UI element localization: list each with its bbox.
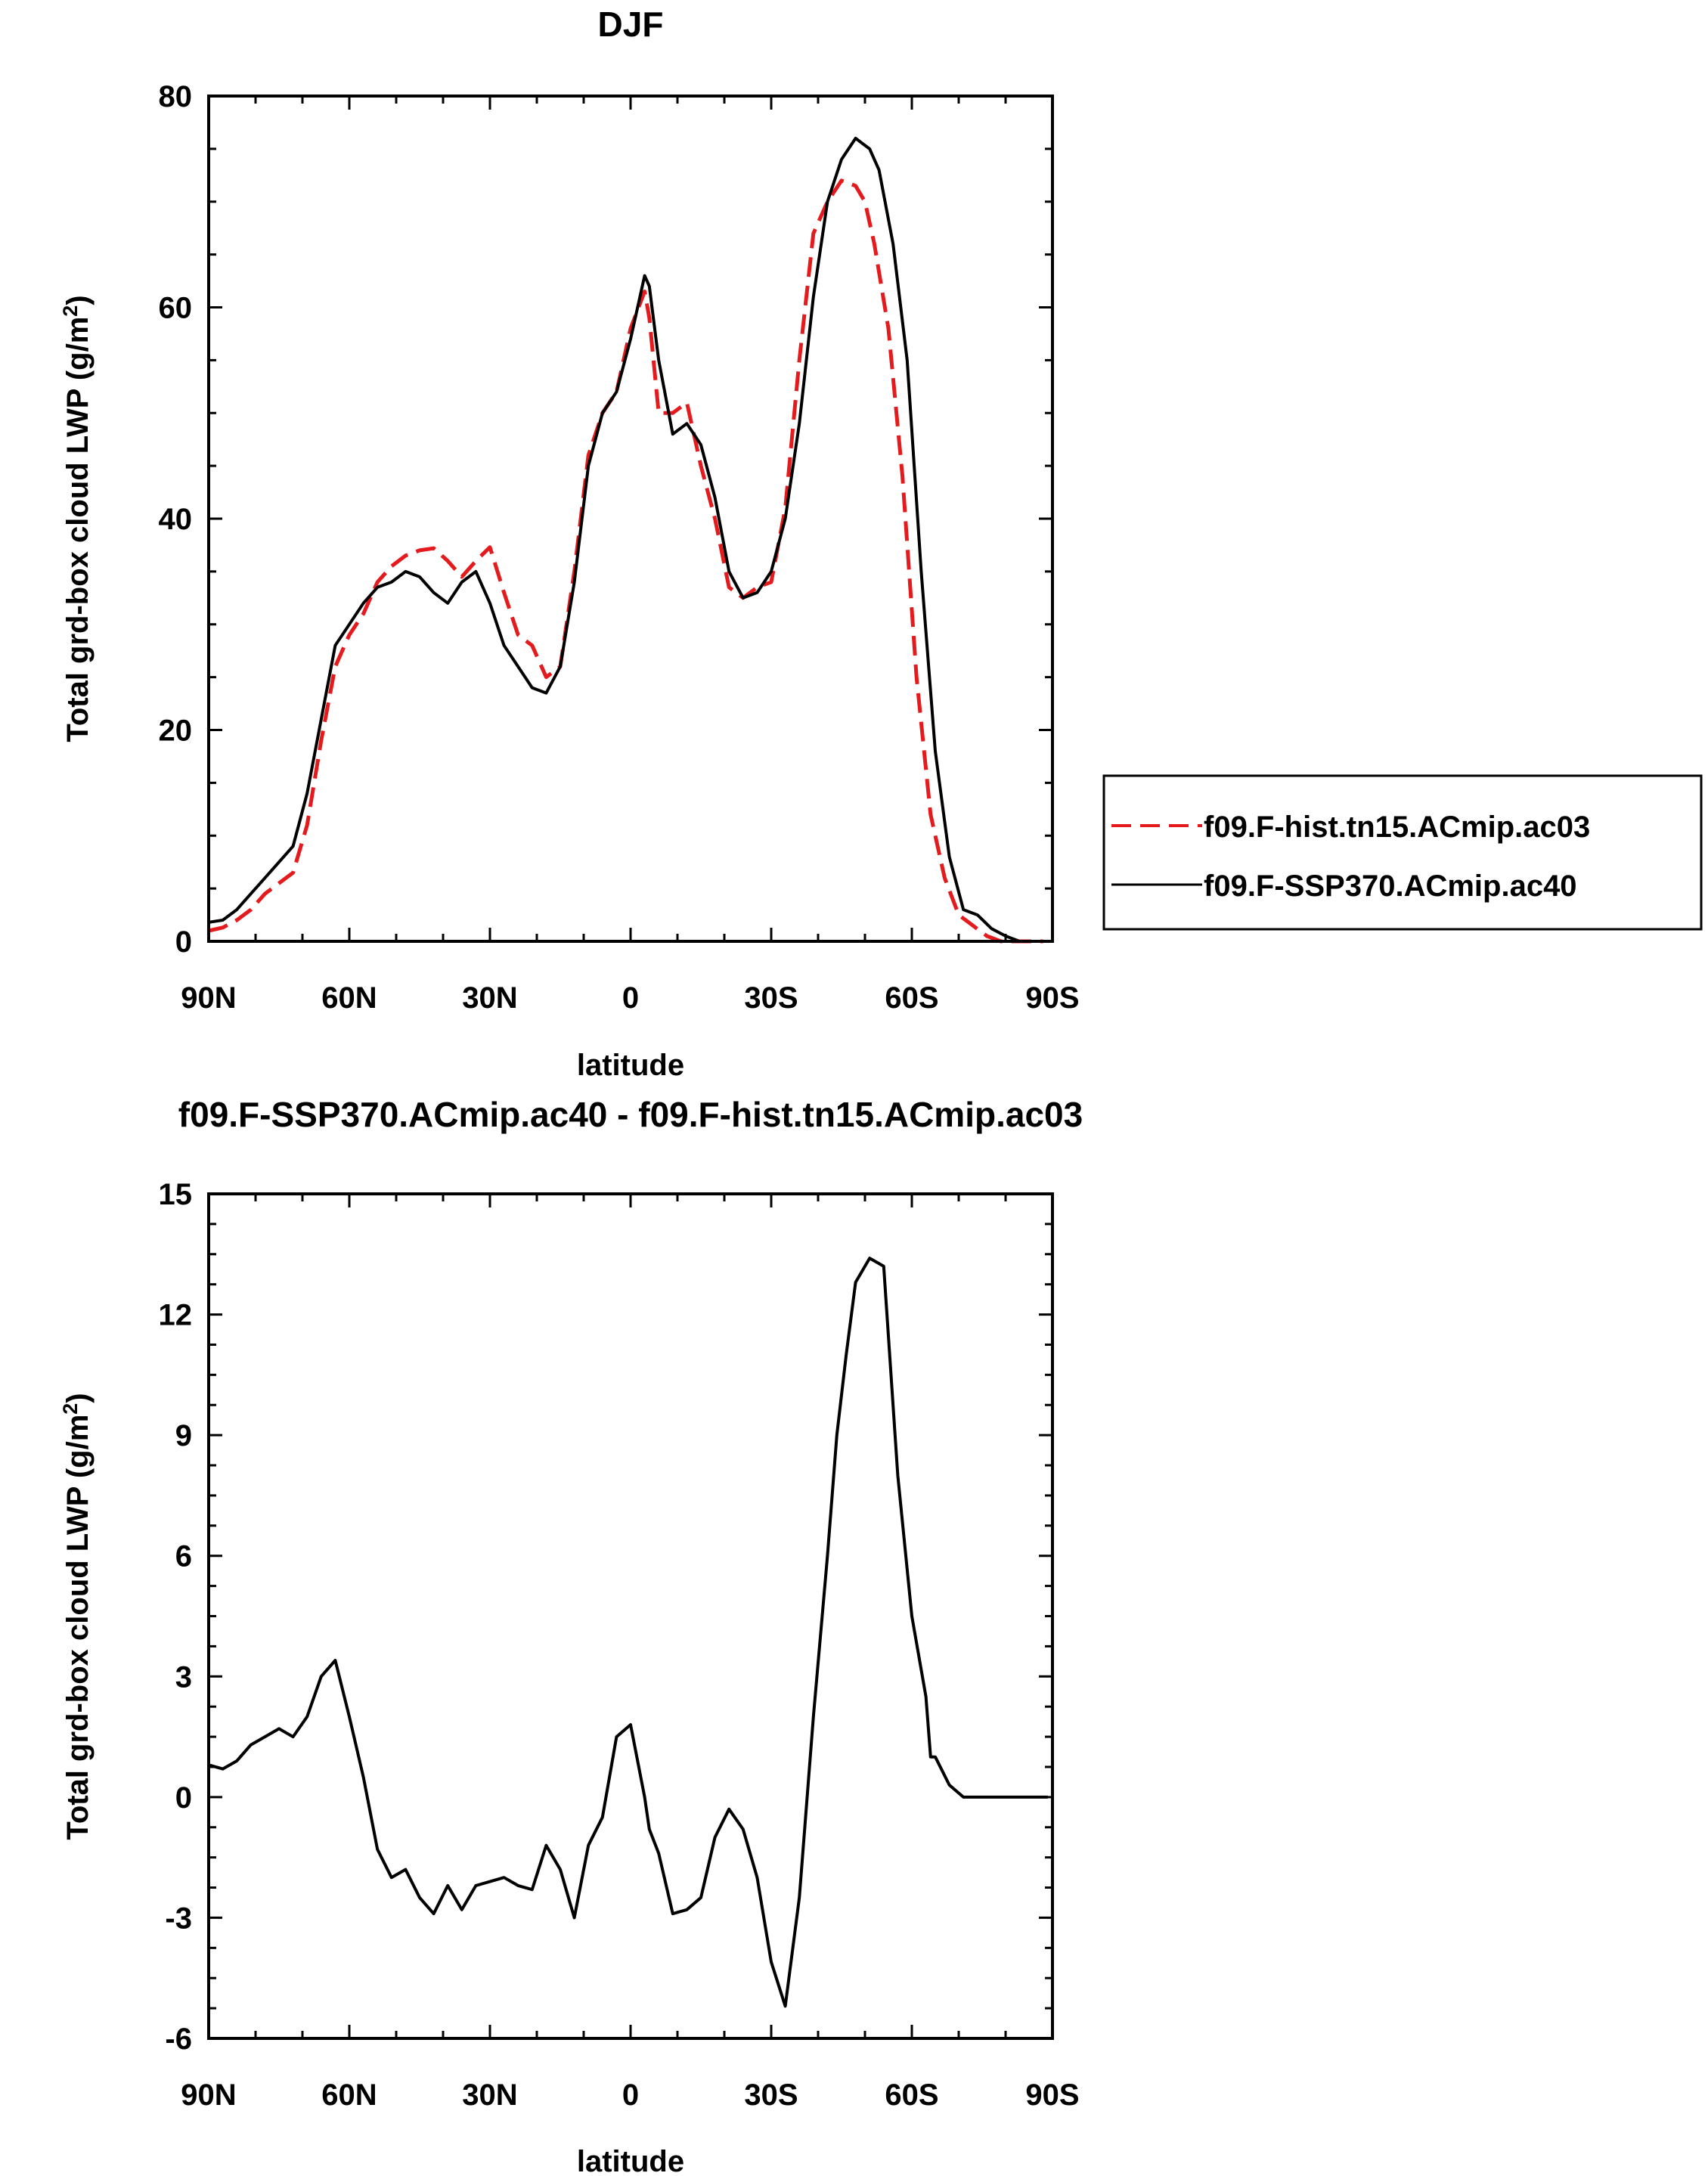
top-chart: DJF 90N 60N 30N 0 30S 60S 90S 0 20 40 60 80 latitud… [59,5,1080,1082]
top-series-line-1 [208,136,1048,943]
x-tick-label: 90N [181,2078,236,2112]
x-tick-label: 0 [622,981,639,1015]
y-tick-label: 60 [159,292,193,325]
legend-label-hist: f09.F-hist.tn15.ACmip.ac03 [1204,811,1590,844]
x-tick-label: 30N [462,2078,517,2112]
x-tick-label: 60N [321,2078,377,2112]
bottom-chart: f09.F-SSP370.ACmip.ac40 - f09.F-hist.tn1… [59,1095,1083,2176]
y-tick-label: 6 [175,1540,192,1573]
legend-label-ssp370: f09.F-SSP370.ACmip.ac40 [1204,869,1577,903]
top-chart-xlabel: latitude [577,1049,684,1082]
x-tick-label: 60S [885,981,938,1015]
top-chart-ylabel-close: ) [61,295,95,305]
y-tick-label: -6 [165,2023,192,2056]
x-tick-label: 90S [1025,2078,1079,2112]
bottom-chart-ylabel-close: ) [61,1393,95,1403]
y-tick-label: 9 [175,1419,192,1452]
bottom-chart-frame [207,1192,1054,2040]
bottom-chart-title: f09.F-SSP370.ACmip.ac40 - f09.F-hist.tn1… [178,1095,1083,1134]
y-tick-label: 40 [159,503,193,536]
x-tick-label: 30S [744,981,798,1015]
x-tick-label: 90N [181,981,236,1015]
y-tick-label: 15 [159,1178,193,1211]
x-tick-label: 30S [744,2078,798,2112]
x-tick-label: 60N [321,981,377,1015]
y-tick-label: 0 [175,1781,192,1815]
y-tick-label: 80 [159,80,193,113]
bottom-chart-ticks: 90N 60N 30N 0 30S 60S 90S -6 -3 0 3 6 9 12 15 [159,1178,1080,2112]
y-tick-label: 20 [159,714,193,748]
x-tick-label: 0 [622,2078,639,2112]
x-tick-label: 60S [885,2078,938,2112]
bottom-chart-ylabel: Total grd-box cloud LWP (g/m2) [59,1393,95,1840]
y-tick-label: 12 [159,1299,193,1332]
top-chart-ylabel: Total grd-box cloud LWP (g/m2) [59,295,95,742]
top-series-line-0 [208,178,1043,944]
top-chart-series [208,136,1048,944]
top-chart-frame [207,95,1054,943]
x-tick-label: 90S [1025,981,1079,1015]
bottom-chart-xlabel: latitude [577,2145,684,2176]
top-chart-ticks: 90N 60N 30N 0 30S 60S 90S 0 20 40 60 80 [159,80,1080,1015]
y-tick-label: 3 [175,1660,192,1694]
top-chart-title: DJF [598,5,664,44]
bottom-chart-ylabel-main: Total grd-box cloud LWP (g/m [61,1415,95,1840]
legend: f09.F-hist.tn15.ACmip.ac03 f09.F-SSP370.… [1102,774,1703,931]
top-chart-ylabel-sup: 2 [59,305,82,317]
legend-box [1102,774,1703,931]
y-tick-label: 0 [175,925,192,959]
y-tick-label: -3 [165,1902,192,1935]
top-chart-ylabel-main: Total grd-box cloud LWP (g/m [61,317,95,742]
bottom-chart-ylabel-sup: 2 [59,1403,82,1415]
bottom-chart-series [208,1257,1048,2008]
bottom-series-line-0 [208,1257,1048,2008]
x-tick-label: 30N [462,981,517,1015]
